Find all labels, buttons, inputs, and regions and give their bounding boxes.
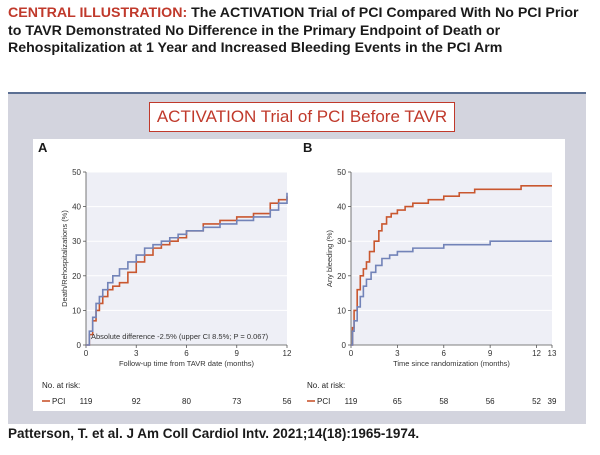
y-tick-label: 20	[337, 272, 346, 281]
illustration-header: CENTRAL ILLUSTRATION: The ACTIVATION Tri…	[8, 5, 592, 58]
plot-area-a	[86, 172, 287, 345]
risk-row-label: PCI	[317, 397, 330, 406]
chart-a-svg: 0 10 20 30 40 50 0 3 6 9 12 Follow-up time from TAV…	[42, 168, 292, 406]
y-tick-label: 30	[337, 237, 346, 246]
x-tick-label: 12	[532, 349, 541, 358]
chart-card-b: B 0 10 20 30 40 50 0 3 6 9 12 13 Time since randomiz…	[298, 139, 565, 411]
risk-count: 58	[439, 397, 448, 406]
x-tick-label: 0	[84, 349, 89, 358]
x-tick-label: 9	[488, 349, 493, 358]
y-tick-label: 50	[72, 168, 81, 177]
panel-label-a: A	[38, 140, 48, 155]
y-tick-label: 20	[72, 272, 81, 281]
chart-card-a: A 0 10 20 30 40 50 0 3 6 9 12 Follow-up time from T…	[33, 139, 300, 411]
x-tick-label: 13	[548, 349, 557, 358]
citation: Patterson, T. et al. J Am Coll Cardiol I…	[8, 426, 420, 441]
risk-count: 80	[182, 397, 191, 406]
risk-count: 39	[548, 397, 557, 406]
risk-count: 56	[283, 397, 292, 406]
x-axis-label: Time since randomization (months)	[393, 359, 510, 368]
series-line-pci	[351, 185, 552, 346]
y-axis-label: Death/Rehospitalizations (%)	[60, 210, 69, 307]
x-tick-label: 0	[349, 349, 354, 358]
y-axis-label: Any bleeding (%)	[325, 229, 334, 287]
risk-count: 92	[132, 397, 141, 406]
risk-table-heading: No. at risk:	[42, 381, 80, 390]
y-tick-label: 40	[72, 203, 81, 212]
main-title: ACTIVATION Trial of PCI Before TAVR	[149, 102, 455, 132]
risk-table-heading: No. at risk:	[307, 381, 345, 390]
y-tick-label: 10	[72, 306, 81, 315]
risk-count: 73	[232, 397, 241, 406]
risk-row-label: PCI	[52, 397, 65, 406]
series-line-pci	[86, 196, 288, 346]
x-tick-label: 9	[235, 349, 240, 358]
header-text: The ACTIVATION Trial of PCI Compared Wit…	[8, 5, 579, 56]
y-tick-label: 0	[342, 341, 347, 350]
risk-count: 119	[80, 397, 93, 406]
figure-panel: ACTIVATION Trial of PCI Before TAVR A 0 1…	[8, 92, 586, 424]
difference-annotation: Absolute difference -2.5% (upper CI 8.5%…	[91, 332, 269, 341]
x-tick-label: 6	[442, 349, 447, 358]
risk-count: 52	[532, 397, 541, 406]
risk-count: 119	[345, 397, 358, 406]
y-tick-label: 30	[72, 237, 81, 246]
chart-b-svg: 0 10 20 30 40 50 0 3 6 9 12 13 Time since randomizat…	[307, 168, 557, 406]
series-line-no-pci	[86, 192, 288, 346]
panel-label-b: B	[303, 140, 313, 155]
risk-count: 56	[486, 397, 495, 406]
x-tick-label: 12	[283, 349, 292, 358]
y-tick-label: 50	[337, 168, 346, 177]
y-tick-label: 40	[337, 203, 346, 212]
x-tick-label: 6	[184, 349, 189, 358]
series-line-no-pci	[351, 240, 552, 346]
y-tick-label: 10	[337, 306, 346, 315]
x-axis-label: Follow-up time from TAVR date (months)	[119, 359, 255, 368]
x-tick-label: 3	[134, 349, 139, 358]
risk-count: 65	[393, 397, 402, 406]
header-lead: CENTRAL ILLUSTRATION:	[8, 5, 188, 21]
x-tick-label: 3	[395, 349, 400, 358]
y-tick-label: 0	[77, 341, 82, 350]
